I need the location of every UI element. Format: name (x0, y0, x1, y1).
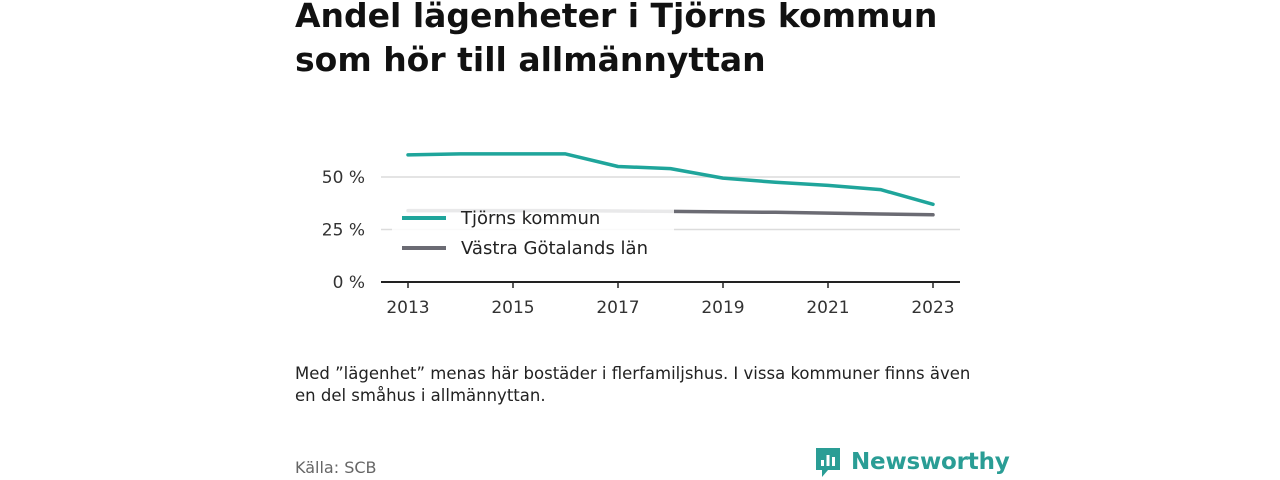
footnote: Med ”lägenhet” menas här bostäder i fler… (295, 364, 971, 405)
x-tick-label: 2019 (701, 298, 744, 318)
title-line-2: som hör till allmännyttan (295, 40, 766, 79)
series-line-1 (406, 152, 935, 207)
y-tick-label: 25 % (322, 221, 365, 241)
legend-label: Tjörns kommun (460, 208, 600, 229)
y-tick-label: 50 % (322, 168, 365, 188)
source-label: Källa: SCB (295, 458, 377, 477)
line-chart: 0 % 25 % 50 % 2013 2015 2017 2019 2021 2023 Tjö… (322, 152, 960, 318)
x-tick-label: 2013 (386, 298, 429, 318)
brand-name: Newsworthy (851, 449, 1010, 475)
y-axis: 0 % 25 % 50 % (322, 168, 365, 293)
x-tick-label: 2017 (596, 298, 639, 318)
legend-label: Västra Götalands län (461, 238, 648, 259)
x-tick-label: 2015 (491, 298, 534, 318)
x-tick-label: 2021 (806, 298, 849, 318)
legend-background (392, 203, 674, 267)
x-tick-label: 2023 (911, 298, 954, 318)
x-axis: 2013 2015 2017 2019 2021 2023 (381, 281, 960, 318)
newsworthy-logo-icon (816, 448, 840, 477)
brand-logo: Newsworthy (814, 446, 1010, 478)
title-line-1: Andel lägenheter i Tjörns kommun (295, 0, 938, 35)
legend: Tjörns kommun Västra Götalands län (392, 203, 674, 267)
y-tick-label: 0 % (333, 273, 365, 293)
chart-title: Andel lägenheter i Tjörns kommun som hör… (295, 0, 995, 82)
